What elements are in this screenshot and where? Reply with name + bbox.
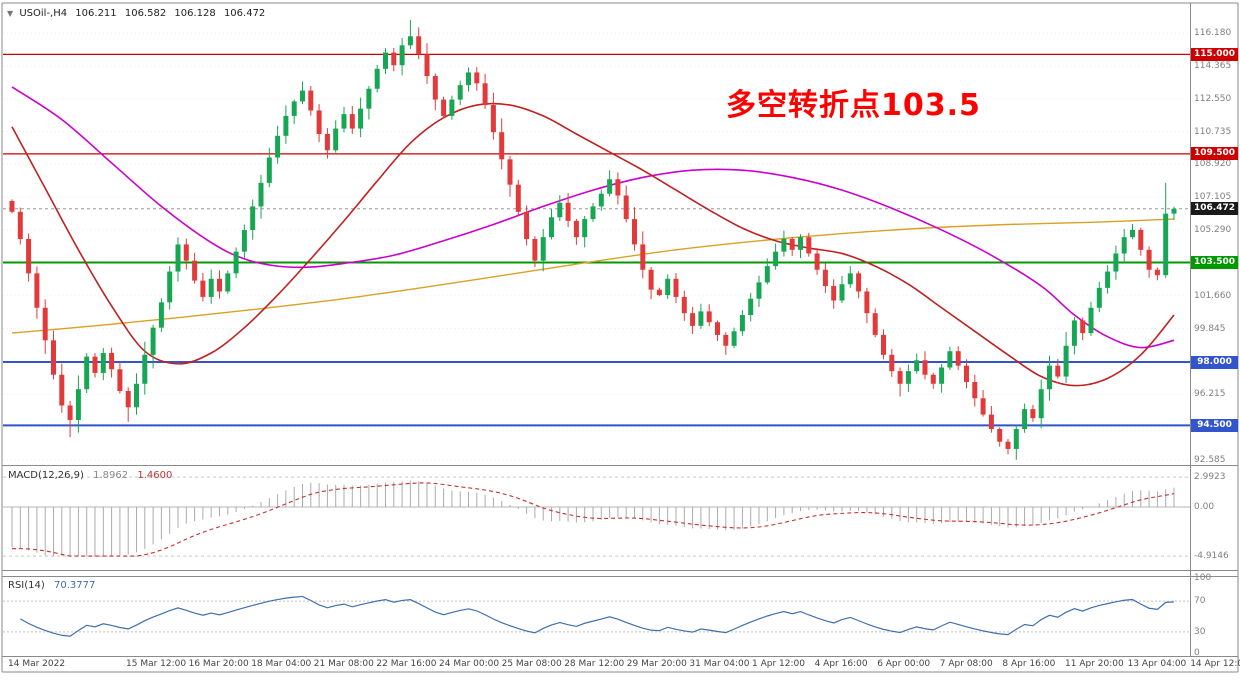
ohlc-high: 106.582	[124, 8, 167, 19]
macd-signal-value: 1.4600	[137, 470, 173, 481]
expander-icon[interactable]: ▼	[7, 9, 14, 18]
ohlc-open: 106.211	[75, 8, 117, 19]
symbol-timeframe: USOil-,H4	[19, 8, 68, 19]
macd-signal-line	[11, 482, 1175, 557]
rsi-line	[20, 595, 1175, 637]
rsi-value: 70.3777	[53, 580, 96, 591]
ohlc-close: 106.472	[223, 8, 266, 19]
macd-main-value: 1.8962	[93, 470, 129, 481]
ma-slow-orange	[11, 218, 1175, 334]
macd-panel-drawing	[3, 476, 1190, 557]
rsi-panel-drawing	[3, 595, 1190, 637]
rsi-indicator-label: RSI(14) 70.3777	[8, 580, 101, 591]
ohlc-low: 106.128	[174, 8, 216, 19]
macd-histogram	[11, 480, 1175, 557]
macd-title: MACD(12,26,9)	[8, 470, 84, 481]
macd-indicator-label: MACD(12,26,9) 1.8962 1.4600	[8, 470, 178, 481]
ma-fast-red	[11, 102, 1175, 387]
ma-mid-magenta	[11, 86, 1175, 349]
candlestick-series	[9, 19, 1177, 460]
rsi-title: RSI(14)	[8, 580, 45, 591]
panel-frames	[1, 2, 1239, 673]
chart-header: ▼ USOil-,H4 106.211 106.582 106.128 106.…	[7, 8, 270, 19]
price-gridlines	[3, 32, 1190, 461]
horizontal-level-lines	[3, 53, 1190, 427]
annotation-text: 多空转折点103.5	[726, 88, 981, 123]
